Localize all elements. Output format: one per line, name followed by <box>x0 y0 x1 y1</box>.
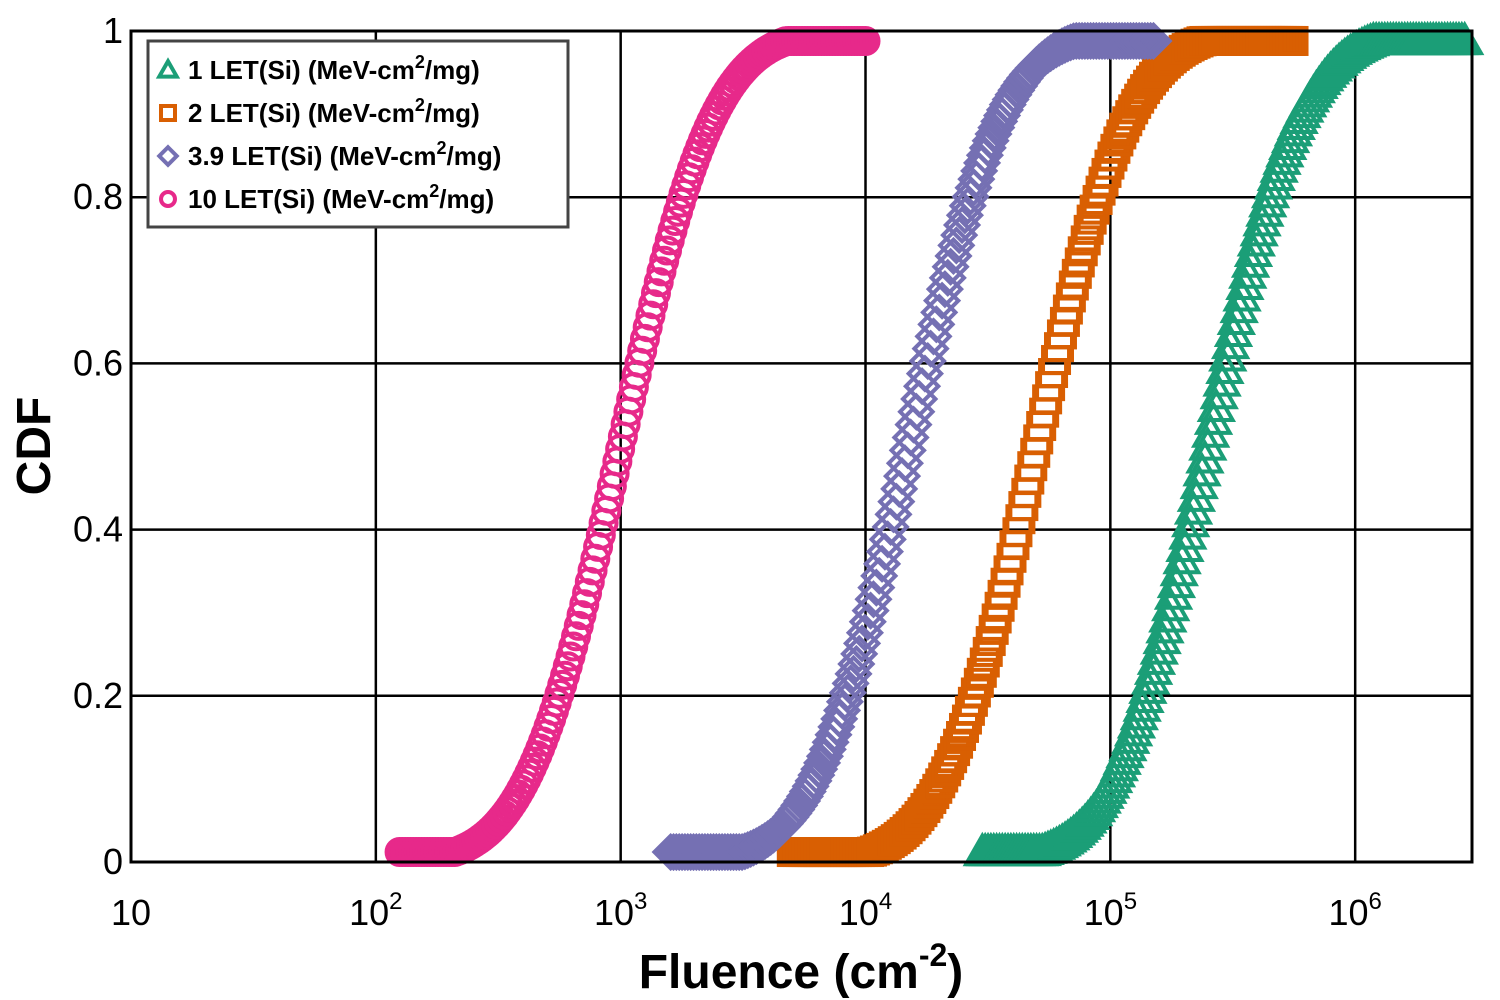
data-point <box>1216 300 1257 335</box>
data-point <box>1136 640 1177 675</box>
legend-entry-label: 10 LET(Si) (MeV-cm2/mg) <box>188 181 494 214</box>
data-point <box>640 278 671 309</box>
y-tick-label: 0.2 <box>73 675 123 716</box>
data-point <box>569 589 600 620</box>
data-point <box>850 25 881 56</box>
data-point <box>1278 25 1309 56</box>
x-tick-label: 104 <box>839 888 892 933</box>
data-point <box>954 695 985 726</box>
plot-frame <box>129 29 1474 864</box>
data-point <box>1153 575 1194 610</box>
y-tick-label: 0.6 <box>73 342 123 383</box>
data-point <box>1134 21 1173 61</box>
data-point <box>1150 586 1191 622</box>
data-point <box>1117 21 1156 61</box>
data-point <box>931 247 970 286</box>
data-point <box>1128 669 1168 704</box>
data-point <box>1094 149 1125 180</box>
y-tick-label: 0.8 <box>73 176 123 217</box>
legend-marker-diamond <box>156 144 180 168</box>
x-axis-label-close: ) <box>947 946 963 999</box>
data-point <box>1133 650 1174 685</box>
legend-box <box>146 39 570 229</box>
data-point <box>1236 222 1277 257</box>
legend-entry-label: 1 LET(Si) (MeV-cm2/mg) <box>188 52 480 85</box>
x-tick-label: 102 <box>349 888 402 933</box>
data-point <box>1222 276 1262 312</box>
legend: 1 LET(Si) (MeV-cm2/mg) 2 LET(Si) (MeV-cm2… <box>146 39 570 229</box>
data-point <box>972 636 1003 667</box>
data-point <box>1131 21 1170 61</box>
data-point <box>1230 243 1271 278</box>
data-point <box>1213 312 1254 347</box>
data-point <box>1073 214 1104 245</box>
data-point <box>1228 254 1268 289</box>
x-tick-labels: 10 102 103 104 105 106 <box>111 888 1382 933</box>
data-point <box>1122 21 1162 61</box>
data-point <box>1162 539 1202 575</box>
data-point <box>1125 21 1164 61</box>
data-point <box>1245 192 1285 227</box>
series-markers <box>384 20 1485 872</box>
legend-marker-circle <box>159 190 177 208</box>
x-tick-label: 10 <box>111 892 151 933</box>
data-point <box>1142 619 1182 655</box>
data-point <box>1128 21 1167 61</box>
data-point <box>1079 194 1110 225</box>
data-point <box>1148 597 1188 633</box>
data-point <box>1139 630 1179 665</box>
y-tick-label: 0.4 <box>73 509 123 550</box>
data-point <box>1076 204 1107 235</box>
data-point <box>1145 608 1185 644</box>
data-point <box>1070 225 1101 256</box>
data-point <box>960 677 991 708</box>
y-axis-label: CDF <box>8 397 61 496</box>
y-tick-labels: 0 0.2 0.4 0.6 0.8 1 <box>73 10 123 882</box>
x-tick-label: 106 <box>1328 888 1381 933</box>
data-point <box>963 667 994 698</box>
x-tick-label: 103 <box>594 888 647 933</box>
data-point <box>1233 232 1274 268</box>
series-diamond <box>651 21 1173 872</box>
legend-marker-triangle <box>155 57 181 79</box>
data-point <box>969 647 1000 678</box>
data-point <box>638 289 669 320</box>
data-point <box>940 736 971 767</box>
data-point <box>1219 288 1259 324</box>
data-point <box>1097 141 1128 172</box>
data-point <box>957 686 988 717</box>
data-point <box>1225 265 1265 300</box>
series-circle <box>384 25 881 868</box>
data-point <box>1210 324 1251 360</box>
series-triangle <box>962 20 1485 867</box>
data-point <box>1242 201 1282 237</box>
data-point <box>1156 563 1197 599</box>
x-axis-label-sup: -2 <box>919 937 947 973</box>
legend-marker-square <box>159 104 177 122</box>
data-point <box>1239 211 1279 247</box>
x-axis-label: Fluence (cm-2) <box>639 937 964 999</box>
y-tick-label: 1 <box>103 10 123 51</box>
legend-entry-label: 2 LET(Si) (MeV-cm2/mg) <box>188 95 480 128</box>
data-point <box>1120 21 1159 61</box>
y-tick-label: 0 <box>103 841 123 882</box>
x-axis-label-main: Fluence (cm <box>639 946 919 999</box>
data-point <box>1248 182 1288 218</box>
data-point <box>1131 660 1171 695</box>
legend-entry-label: 3.9 LET(Si) (MeV-cm2/mg) <box>188 138 501 171</box>
data-point <box>1159 551 1199 587</box>
x-tick-label: 105 <box>1084 888 1137 933</box>
data-point <box>1125 678 1165 713</box>
data-point <box>1067 236 1098 267</box>
data-point <box>966 657 997 688</box>
